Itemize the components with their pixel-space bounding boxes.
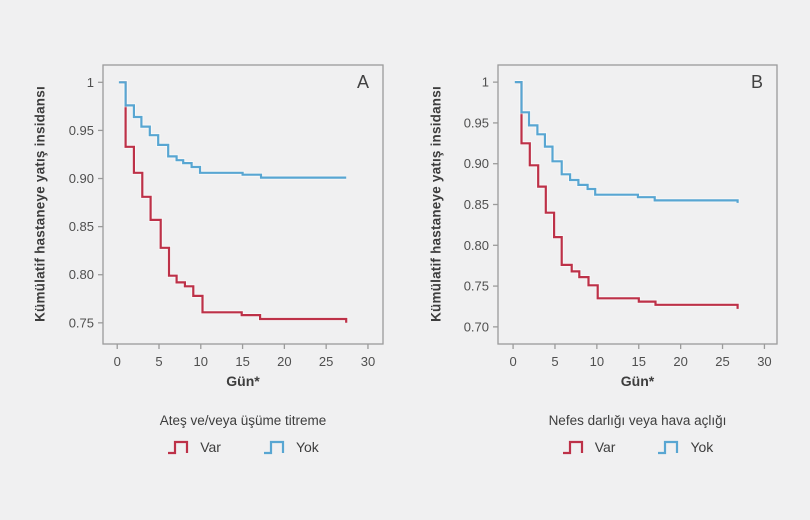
panel-b: 1 0.95 0.90 0.85 0.80 0.75 0.70 0 5 10 15 20 25 30 Kü… bbox=[405, 0, 810, 520]
y-axis-label-a: Kümülatif hastaneye yatış insidansı bbox=[32, 86, 48, 322]
plot-area-b: 1 0.95 0.90 0.85 0.80 0.75 0.70 0 5 10 15 20 25 30 bbox=[464, 64, 778, 369]
svg-text:5: 5 bbox=[551, 354, 558, 369]
legend-item-yok-b: Yok bbox=[657, 438, 713, 456]
svg-text:0.90: 0.90 bbox=[464, 156, 489, 171]
legend-label-var-b: Var bbox=[594, 439, 616, 455]
legend-item-var-a: Var bbox=[167, 438, 221, 456]
yok-step-line-icon bbox=[658, 440, 679, 455]
x-axis-label-a: Gün* bbox=[226, 373, 260, 389]
legend-b: Nefes darlığı veya hava açlığı Var Yok bbox=[498, 413, 777, 456]
svg-text:0.70: 0.70 bbox=[464, 319, 489, 334]
svg-text:0.95: 0.95 bbox=[464, 115, 489, 130]
svg-text:1: 1 bbox=[87, 75, 94, 90]
plot-area-a: 1 0.95 0.90 0.85 0.80 0.75 0 5 10 15 20 25 30 bbox=[69, 64, 384, 369]
svg-text:30: 30 bbox=[757, 354, 771, 369]
var-step-line-icon bbox=[168, 440, 189, 455]
legend-item-var-b: Var bbox=[562, 438, 616, 456]
svg-text:0.90: 0.90 bbox=[69, 171, 94, 186]
legend-row-a: Var Yok bbox=[103, 438, 383, 456]
var-step-line-icon bbox=[562, 440, 583, 455]
legend-item-yok-a: Yok bbox=[263, 438, 319, 456]
legend-label-yok-b: Yok bbox=[690, 439, 714, 455]
svg-text:10: 10 bbox=[590, 354, 604, 369]
svg-text:0.75: 0.75 bbox=[69, 315, 94, 330]
svg-text:0.85: 0.85 bbox=[69, 219, 94, 234]
y-axis-label-b: Kümülatif hastaneye yatış insidansı bbox=[428, 86, 444, 322]
svg-text:0.80: 0.80 bbox=[69, 267, 94, 282]
svg-text:0: 0 bbox=[509, 354, 516, 369]
legend-title-a: Ateş ve/veya üşüme titreme bbox=[159, 413, 327, 428]
legend-row-b: Var Yok bbox=[498, 438, 777, 456]
svg-text:0.75: 0.75 bbox=[464, 279, 489, 294]
yok-step-line-icon bbox=[263, 440, 285, 455]
svg-text:30: 30 bbox=[361, 354, 375, 369]
svg-text:0.85: 0.85 bbox=[464, 197, 489, 212]
svg-text:1: 1 bbox=[482, 75, 489, 90]
svg-text:10: 10 bbox=[194, 354, 208, 369]
panel-letter-b: B bbox=[751, 72, 764, 92]
svg-text:5: 5 bbox=[155, 354, 162, 369]
svg-text:25: 25 bbox=[319, 354, 333, 369]
svg-text:15: 15 bbox=[235, 354, 249, 369]
svg-text:0.80: 0.80 bbox=[464, 238, 489, 253]
panel-letter-a: A bbox=[357, 72, 370, 92]
legend-a: Ateş ve/veya üşüme titreme Var Yok bbox=[103, 413, 383, 456]
svg-text:15: 15 bbox=[632, 354, 646, 369]
svg-text:20: 20 bbox=[673, 354, 687, 369]
svg-text:0.95: 0.95 bbox=[69, 123, 94, 138]
legend-label-var-a: Var bbox=[200, 439, 221, 455]
svg-text:20: 20 bbox=[277, 354, 291, 369]
x-axis-label-b: Gün* bbox=[620, 373, 655, 389]
panel-a: 1 0.95 0.90 0.85 0.80 0.75 0 5 10 15 20 25 30 Kümüla… bbox=[32, 64, 384, 456]
legend-label-yok-a: Yok bbox=[295, 439, 319, 455]
svg-text:0: 0 bbox=[114, 354, 121, 369]
legend-title-b: Nefes darlığı veya hava açlığı bbox=[548, 413, 727, 428]
svg-text:25: 25 bbox=[715, 354, 729, 369]
